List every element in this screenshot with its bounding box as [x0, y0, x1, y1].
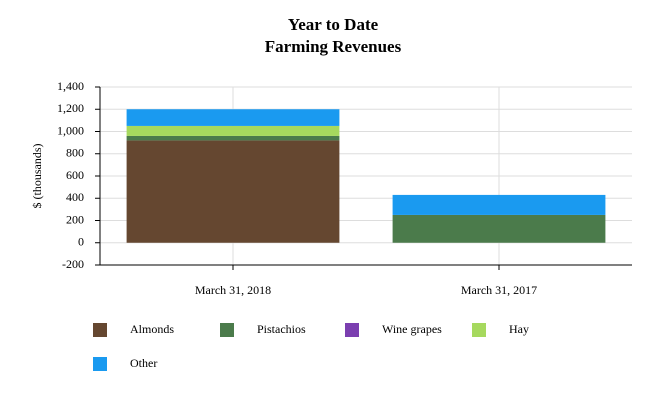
- y-tick-label: 1,000: [57, 123, 84, 137]
- y-tick-label: 800: [66, 146, 84, 160]
- legend-label: Hay: [509, 322, 529, 336]
- legend-label: Wine grapes: [382, 322, 442, 336]
- y-tick-label: 200: [66, 212, 84, 226]
- y-tick-label: 600: [66, 168, 84, 182]
- y-axis-label: $ (thousands): [30, 144, 44, 209]
- legend-swatch: [472, 323, 486, 337]
- y-tick-label: 400: [66, 190, 84, 204]
- legend-label: Pistachios: [257, 322, 306, 336]
- bar-segment: [126, 125, 340, 136]
- y-tick-label: 1,200: [57, 101, 84, 115]
- bar-segment: [126, 109, 340, 126]
- y-tick-label: 1,400: [57, 79, 84, 93]
- bar-segment: [126, 135, 340, 141]
- legend-swatch: [345, 323, 359, 337]
- chart-title: Year to Date: [288, 15, 379, 34]
- legend-swatch: [93, 323, 107, 337]
- x-tick-label: March 31, 2018: [195, 283, 271, 297]
- x-tick-label: March 31, 2017: [461, 283, 537, 297]
- y-tick-label: 0: [78, 235, 84, 249]
- bar-segment: [126, 140, 340, 243]
- legend-swatch: [93, 357, 107, 371]
- bar-segment: [392, 214, 606, 243]
- bar-segment: [392, 194, 606, 215]
- legend-swatch: [220, 323, 234, 337]
- legend-label: Other: [130, 356, 157, 370]
- chart-subtitle: Farming Revenues: [265, 37, 402, 56]
- y-tick-label: -200: [62, 257, 84, 271]
- legend-label: Almonds: [130, 322, 174, 336]
